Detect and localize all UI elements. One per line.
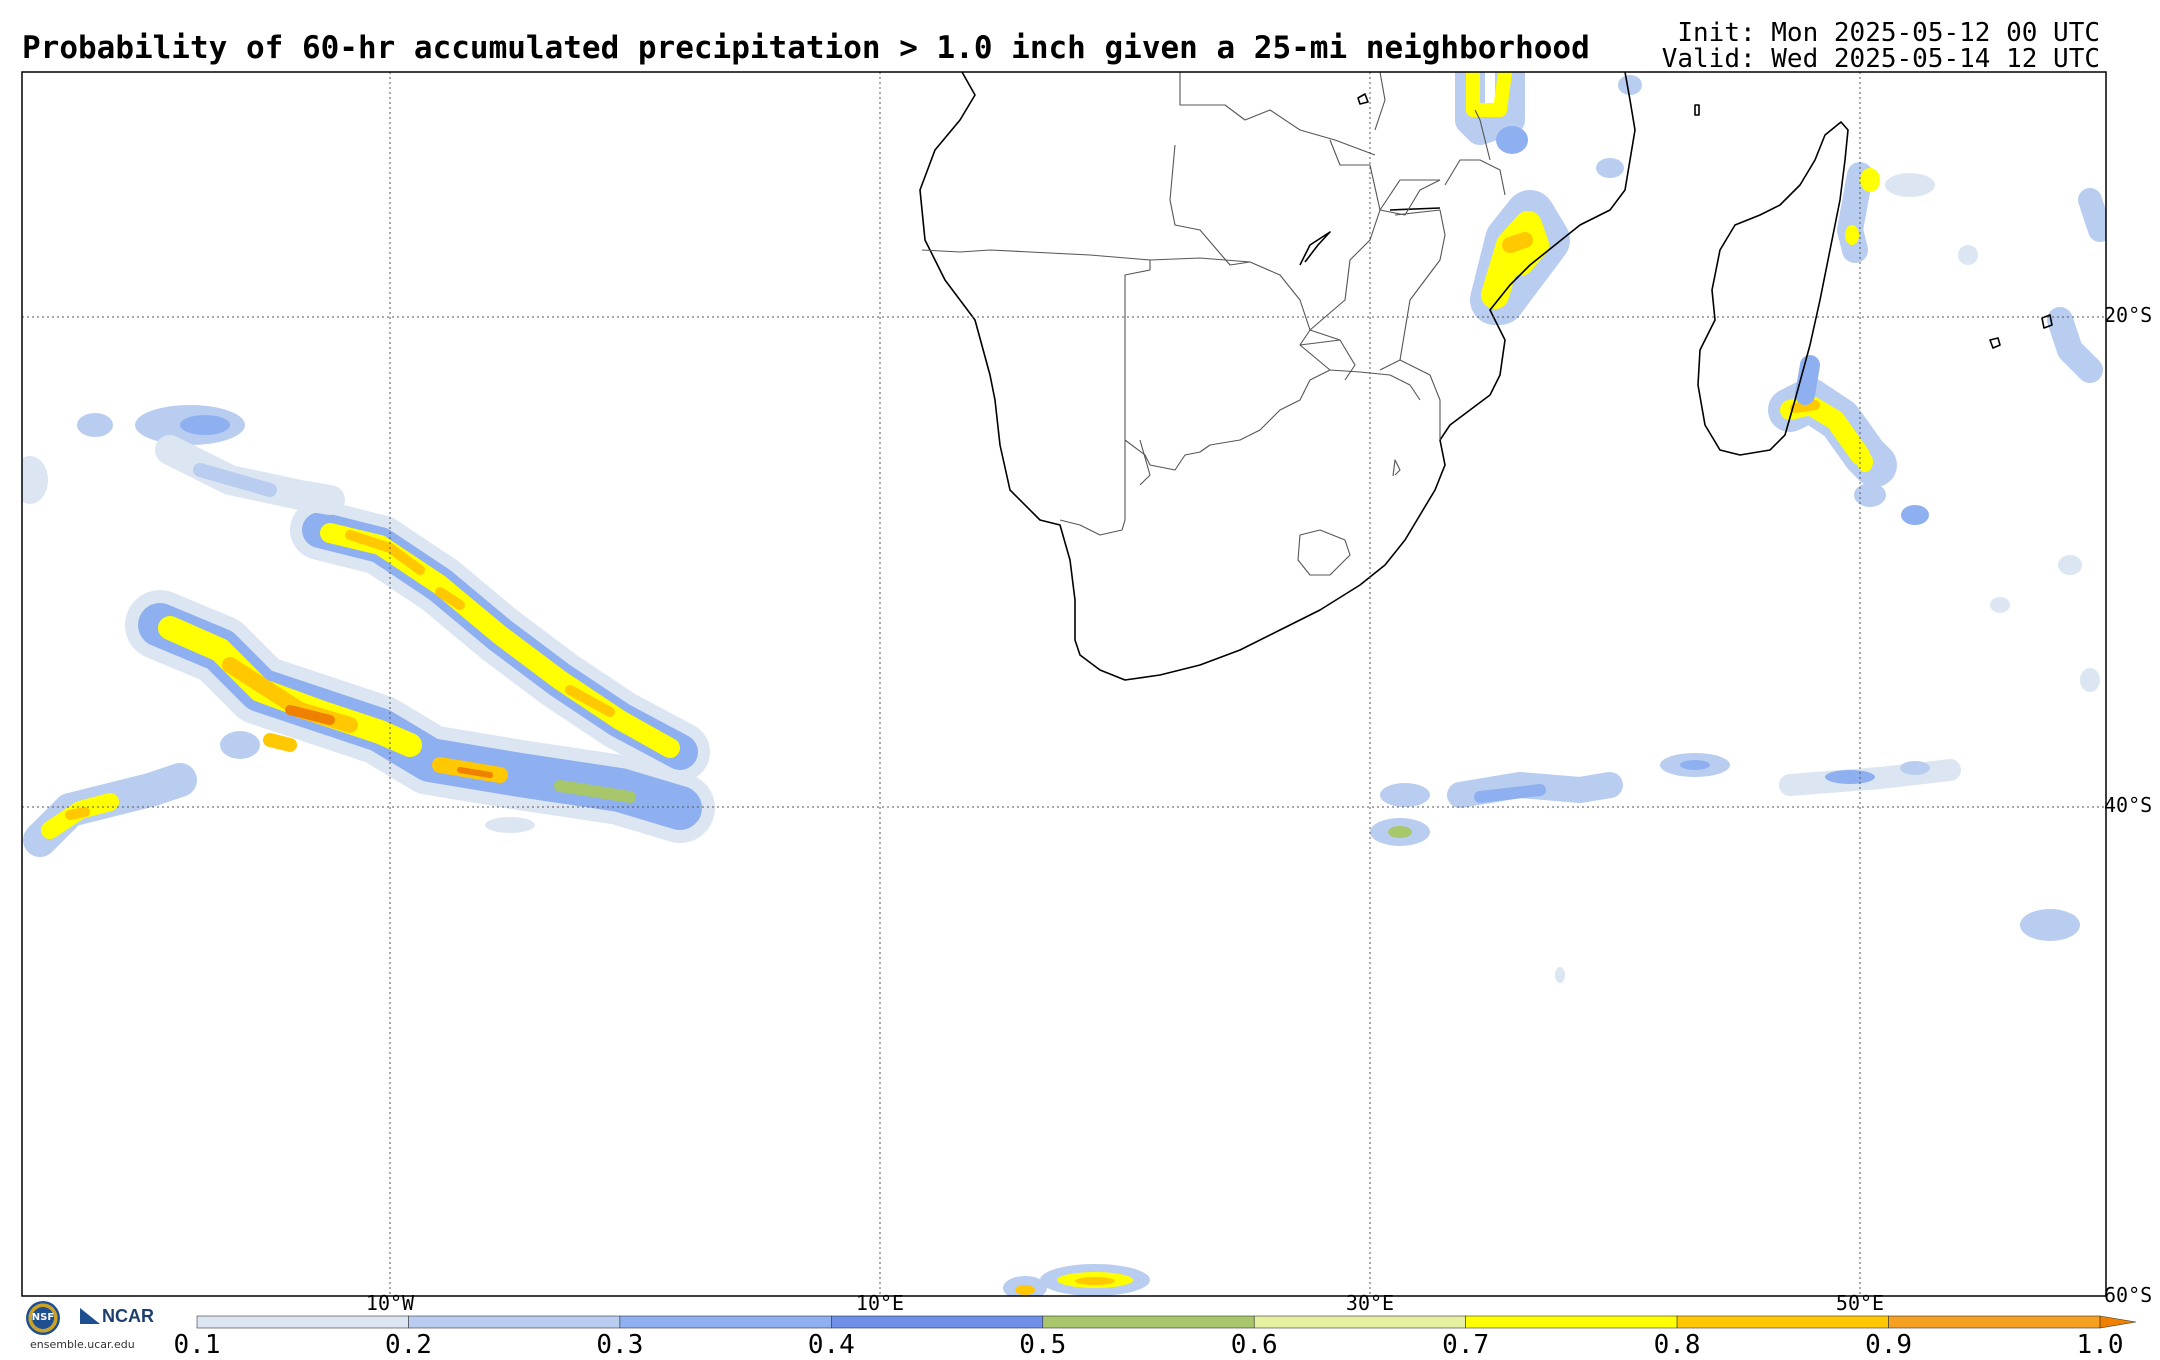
lon-label-10e: 10°E xyxy=(855,1291,905,1315)
valid-time: Valid: Wed 2025-05-14 12 UTC xyxy=(1661,44,2100,74)
init-time: Init: Mon 2025-05-12 00 UTC xyxy=(1677,18,2100,48)
colorbar-segment xyxy=(1676,1315,1889,1329)
reunion xyxy=(2041,314,2053,329)
logo-url: ensemble.ucar.edu xyxy=(30,1338,135,1351)
colorbar-tick-label: 0.2 xyxy=(384,1330,432,1360)
lat-label-20s: 20°S xyxy=(2104,303,2153,327)
colorbar-tick-label: 1.0 xyxy=(2076,1330,2124,1360)
ncar-logo-mark xyxy=(80,1308,100,1324)
comoros xyxy=(1694,104,1700,116)
mauritius xyxy=(1989,337,2001,349)
colorbar-segment xyxy=(831,1315,1044,1329)
lon-label-10w: 10°W xyxy=(365,1291,415,1315)
colorbar-segment xyxy=(1042,1315,1255,1329)
colorbar-segment xyxy=(1253,1315,1466,1329)
colorbar-tick-label: 0.8 xyxy=(1653,1330,1701,1360)
colorbar-segment xyxy=(1465,1315,1678,1329)
lake-kariba xyxy=(1299,231,1331,266)
colorbar-tick-label: 0.1 xyxy=(173,1330,221,1360)
madagascar xyxy=(1697,121,1849,456)
colorbar-tick-label: 0.4 xyxy=(807,1330,855,1360)
lon-label-30e: 30°E xyxy=(1345,1291,1395,1315)
colorbar-segment xyxy=(1888,1315,2101,1329)
colorbar-segment xyxy=(619,1315,832,1329)
map-frame-bg xyxy=(22,72,2106,1296)
ncar-logo-text: NCAR xyxy=(102,1306,154,1326)
colorbar-tick-label: 0.6 xyxy=(1230,1330,1278,1360)
map-frame xyxy=(21,71,2107,1297)
precip-field xyxy=(22,72,2106,1296)
colorbar-tick-label: 0.7 xyxy=(1442,1330,1490,1360)
coastlines xyxy=(919,72,2053,681)
lake-malawi-top xyxy=(1389,207,1441,211)
lon-label-50e: 50°E xyxy=(1835,1291,1885,1315)
nsf-logo: NSF xyxy=(26,1301,60,1335)
graticule xyxy=(22,72,2106,1296)
colorbar xyxy=(196,1315,2137,1329)
lat-label-40s: 40°S xyxy=(2104,793,2153,817)
lat-label-60s: 60°S xyxy=(2104,1283,2153,1307)
colorbar-segment xyxy=(408,1315,621,1329)
african-coastline xyxy=(919,72,1636,681)
colorbar-extend-arrow xyxy=(2099,1315,2137,1329)
run-times: Init: Mon 2025-05-12 00 UTC Valid: Wed 2… xyxy=(1662,20,2100,72)
colorbar-segment xyxy=(196,1315,409,1329)
colorbar-tick-label: 0.3 xyxy=(596,1330,644,1360)
colorbar-tick-label: 0.5 xyxy=(1019,1330,1067,1360)
map-title: Probability of 60-hr accumulated precipi… xyxy=(22,30,1590,66)
lake-victoria-edge xyxy=(1357,93,1369,105)
colorbar-tick-label: 0.9 xyxy=(1865,1330,1913,1360)
